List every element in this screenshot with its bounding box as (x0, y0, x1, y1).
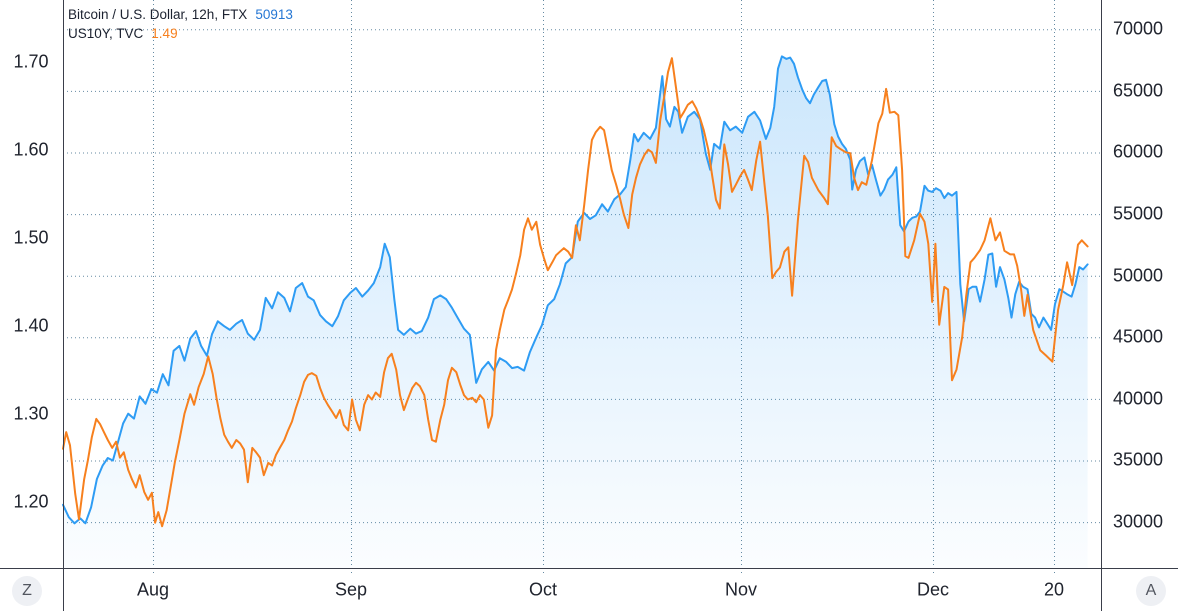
autoscale-button[interactable]: A (1136, 576, 1166, 606)
right-axis-tick-label: 50000 (1113, 265, 1164, 286)
left-axis-tick-label: 1.20 (13, 491, 49, 512)
legend-symbol-btc: Bitcoin / U.S. Dollar, 12h, FTX (68, 7, 248, 22)
time-axis-tick-label: Nov (724, 579, 758, 600)
right-axis-tick-label: 40000 (1113, 388, 1164, 409)
series-lines (62, 55, 1089, 569)
left-axis-tick-label: 1.40 (13, 315, 49, 336)
time-axis-tick-label: Dec (916, 579, 950, 600)
right-axis-tick-label: 70000 (1113, 18, 1164, 39)
time-axis-tick-label: Aug (136, 579, 170, 600)
left-axis-tick-label: 1.50 (13, 227, 49, 248)
left-axis-tick-label: 1.30 (13, 403, 49, 424)
zoom-out-button[interactable]: Z (12, 576, 42, 606)
legend-symbol-us10y: US10Y, TVC (68, 26, 144, 41)
left-axis-tick-label: 1.70 (13, 51, 49, 72)
right-axis-tick-label: 65000 (1113, 80, 1164, 101)
time-axis-tick-label: 20 (1043, 579, 1065, 600)
right-axis-tick-label: 35000 (1113, 449, 1164, 470)
right-axis-tick-label: 45000 (1113, 326, 1164, 347)
legend-value-btc: 50913 (255, 7, 293, 22)
time-axis-tick-label: Sep (334, 579, 368, 600)
btc-price-line[interactable] (62, 55, 1089, 525)
legend-row-btc[interactable]: Bitcoin / U.S. Dollar, 12h, FTX 50913 (68, 5, 293, 24)
legend-row-us10y[interactable]: US10Y, TVC 1.49 (68, 24, 293, 43)
right-axis-tick-label: 55000 (1113, 203, 1164, 224)
us10y-yield-line[interactable] (62, 57, 1089, 528)
btc-area-fill (63, 56, 1088, 569)
right-axis-tick-label: 60000 (1113, 141, 1164, 162)
time-axis-tick-label: Oct (528, 579, 558, 600)
left-axis-tick-label: 1.60 (13, 139, 49, 160)
legend-value-us10y: 1.49 (151, 26, 178, 41)
right-axis-tick-label: 30000 (1113, 511, 1164, 532)
legend: Bitcoin / U.S. Dollar, 12h, FTX 50913 US… (68, 5, 293, 43)
